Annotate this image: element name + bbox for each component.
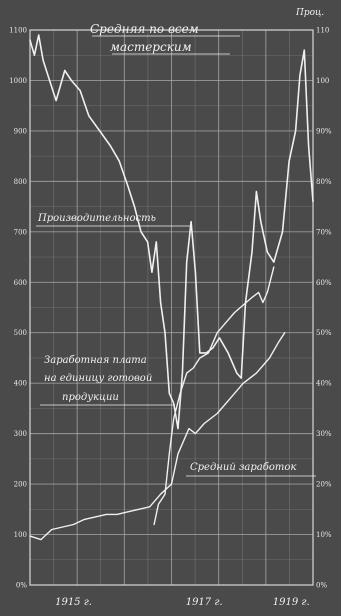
annotation-wage-line-2: на единицу готовой: [44, 373, 152, 384]
y-tick-right: 0%: [316, 582, 327, 590]
series-productivity-line: [29, 34, 314, 430]
y-tick-left: 1000: [9, 77, 27, 85]
y-tick-left: 100: [14, 531, 27, 539]
annotation-wage-line-1: Заработная плата: [44, 355, 147, 366]
y-tick-left: 800: [14, 178, 27, 186]
y-tick-left: 200: [14, 481, 27, 489]
y-tick-left: 700: [14, 228, 27, 236]
series-layer: [29, 34, 314, 541]
y-tick-left: 1100: [9, 27, 27, 35]
annotation-productivity: Производительность: [37, 213, 156, 224]
right-axis-label: Проц.: [295, 8, 324, 18]
y-tick-left: 0%: [16, 582, 27, 590]
y-tick-left: 300: [14, 430, 27, 438]
y-tick-right: 20%: [316, 481, 332, 489]
y-tick-left: 400: [14, 380, 27, 388]
y-tick-right: 100: [316, 77, 329, 85]
y-tick-left: 500: [14, 329, 27, 337]
annotation-avg-wage: Средний заработок: [190, 462, 296, 473]
y-tick-right: 10%: [316, 531, 332, 539]
x-label-1915: 1915 г.: [55, 597, 92, 608]
series-wage-per-unit-line: [153, 266, 275, 526]
y-tick-right: 40%: [316, 380, 332, 388]
y-tick-left: 900: [14, 127, 27, 135]
tick-labels: 0% 100 200 300 400 500 600 700 800 900 1000 1100 0% 1…: [9, 27, 332, 590]
y-tick-right: 70%: [316, 228, 332, 236]
series-average-wage-line: [29, 332, 286, 541]
chart-title-line-1: Средняя по всем: [90, 22, 199, 36]
plot-frame: [29, 29, 314, 586]
y-tick-right: 60%: [316, 279, 332, 287]
y-tick-right: 30%: [316, 430, 332, 438]
y-tick-right: 110: [316, 27, 329, 35]
y-tick-left: 600: [14, 279, 27, 287]
y-tick-right: 90%: [316, 127, 332, 135]
chart-title-line-2: мастерским: [110, 40, 192, 54]
x-label-1917: 1917 г.: [186, 597, 223, 608]
y-tick-right: 80%: [316, 178, 332, 186]
y-tick-right: 50%: [316, 329, 332, 337]
grid-layer: [29, 29, 314, 586]
annotation-wage-line-3: продукции: [62, 392, 119, 403]
x-label-1919: 1919 г.: [273, 597, 310, 608]
